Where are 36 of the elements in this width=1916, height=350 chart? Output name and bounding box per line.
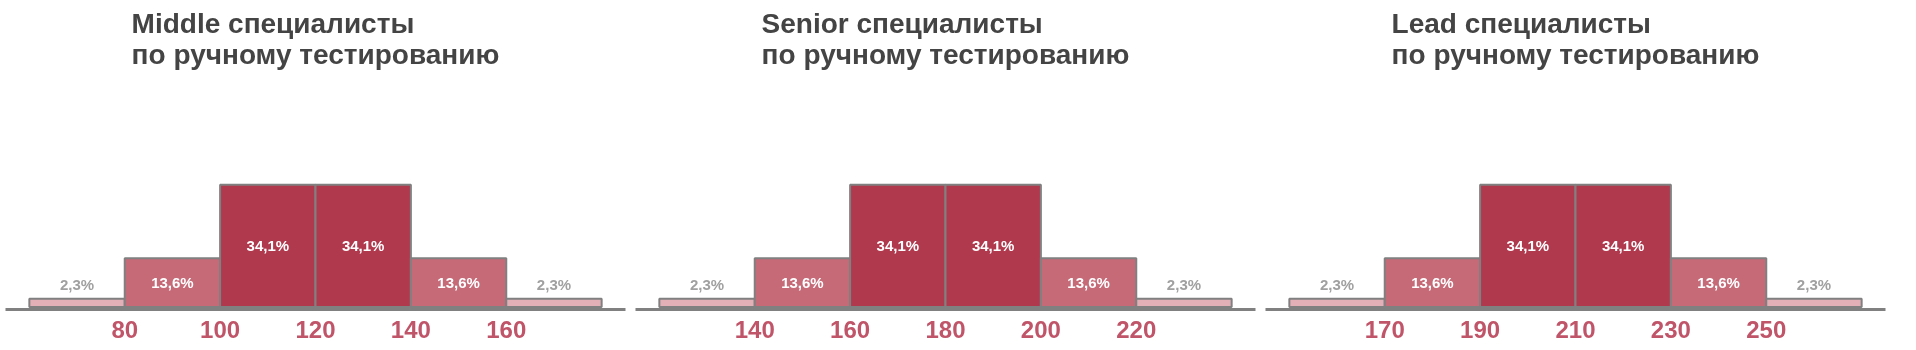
- chart-title: Middle специалисты по ручному тестированию: [131, 7, 500, 70]
- data-label: 13,6%: [151, 274, 194, 292]
- x-tick-label: 100: [200, 315, 241, 343]
- x-tick-label: 140: [734, 315, 775, 343]
- data-label: 34,1%: [1601, 237, 1645, 255]
- data-label: 2,3%: [536, 275, 572, 293]
- data-label: 2,3%: [1319, 275, 1355, 293]
- data-label: 34,1%: [876, 237, 920, 255]
- x-tick-label: 120: [295, 315, 336, 343]
- data-label: 34,1%: [246, 237, 290, 255]
- chart-title: Senior специалисты по ручному тестированию: [761, 7, 1130, 70]
- x-tick-label: 230: [1650, 315, 1691, 343]
- data-label: 34,1%: [971, 237, 1015, 255]
- x-tick-label: 210: [1555, 315, 1596, 343]
- x-tick-label: 180: [925, 315, 966, 343]
- x-tick-label: 160: [830, 315, 871, 343]
- data-label: 34,1%: [341, 237, 385, 255]
- x-tick-label: 190: [1460, 315, 1501, 343]
- data-label: 13,6%: [1067, 274, 1110, 292]
- chart-title: Lead специалисты по ручному тестированию: [1391, 7, 1760, 70]
- data-label: 2,3%: [1166, 275, 1202, 293]
- x-tick-label: 220: [1116, 315, 1157, 343]
- x-tick-label: 140: [390, 315, 431, 343]
- x-tick-label: 80: [111, 315, 139, 343]
- data-label: 13,6%: [437, 274, 480, 292]
- x-tick-label: 160: [486, 315, 527, 343]
- data-label: 2,3%: [1796, 275, 1832, 293]
- x-tick-label: 170: [1364, 315, 1405, 343]
- data-label: 13,6%: [1411, 274, 1454, 292]
- data-label: 2,3%: [59, 275, 95, 293]
- x-tick-label: 200: [1020, 315, 1061, 343]
- data-label: 13,6%: [781, 274, 824, 292]
- data-label: 34,1%: [1506, 237, 1550, 255]
- data-label: 2,3%: [689, 275, 725, 293]
- x-tick-label: 250: [1746, 315, 1787, 343]
- data-label: 13,6%: [1697, 274, 1740, 292]
